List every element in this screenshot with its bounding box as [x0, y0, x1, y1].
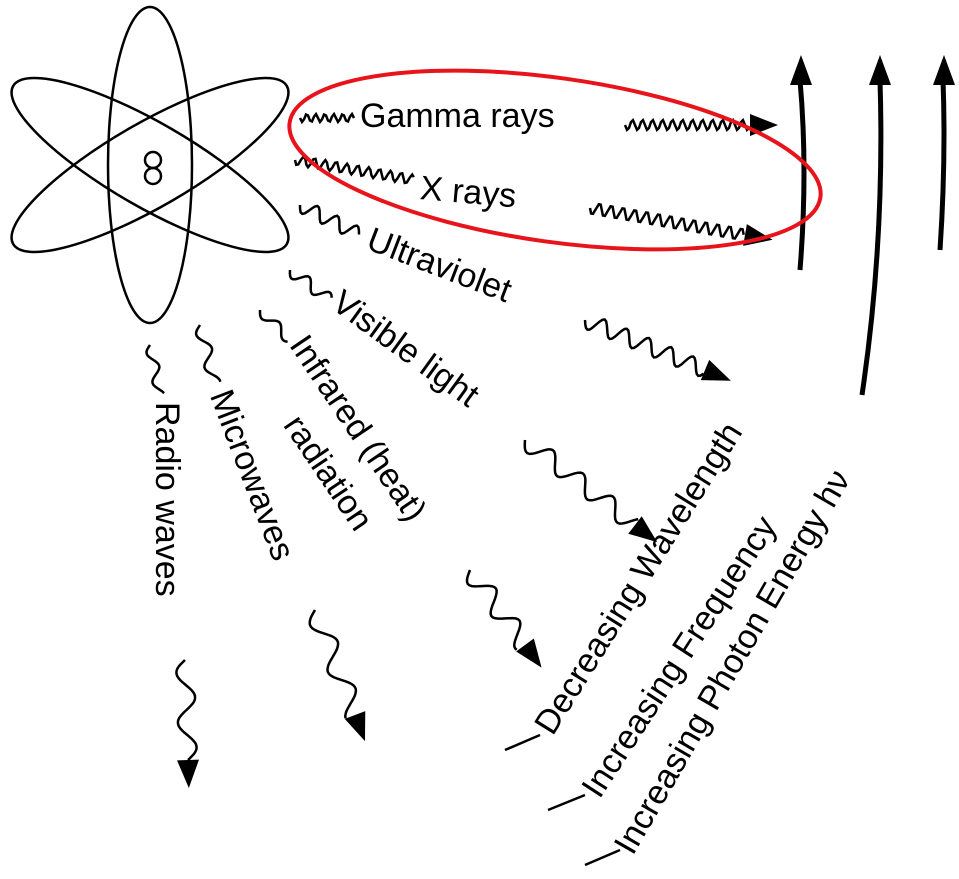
wave — [145, 344, 165, 395]
wave — [465, 569, 522, 651]
arrowhead — [177, 759, 199, 788]
trend-arrow — [937, 79, 947, 251]
atom — [10, 5, 290, 325]
orbit — [106, 5, 194, 325]
arrowhead — [628, 516, 658, 543]
nucleus — [143, 150, 163, 170]
label: Microwaves — [202, 384, 302, 565]
orbit — [10, 76, 290, 254]
wave — [175, 659, 198, 761]
orbit — [10, 76, 290, 254]
arrowhead — [344, 711, 366, 742]
wave — [298, 111, 356, 125]
arrowhead — [869, 55, 891, 85]
wave — [298, 204, 361, 235]
wave — [588, 202, 745, 240]
wave — [258, 310, 288, 344]
label: X rays — [419, 169, 518, 215]
dash — [504, 733, 541, 752]
arrowhead — [933, 55, 955, 85]
waves — [145, 111, 778, 788]
label: Gamma rays — [360, 97, 555, 135]
nucleus — [143, 166, 163, 186]
wave — [623, 118, 750, 132]
trend-arrow — [859, 79, 884, 396]
wave — [288, 269, 333, 298]
dash — [547, 793, 586, 812]
arrowhead — [700, 359, 731, 381]
wave — [194, 324, 222, 383]
wave — [523, 439, 639, 525]
wave — [293, 154, 415, 185]
wave — [308, 609, 358, 719]
wave — [583, 318, 705, 378]
trend-arrow — [797, 79, 807, 271]
dash — [584, 848, 621, 867]
highlight — [287, 68, 823, 252]
arrowhead — [790, 55, 812, 85]
arrowhead — [516, 638, 542, 668]
label: Radio waves — [148, 402, 186, 597]
